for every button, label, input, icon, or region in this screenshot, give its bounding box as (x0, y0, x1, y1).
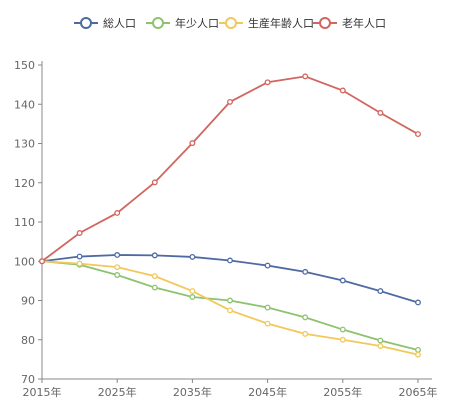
series-line (41, 260, 419, 351)
x-tick-label: 2015年 (23, 385, 62, 399)
legend-marker-icon (319, 17, 331, 29)
data-point[interactable] (264, 304, 271, 311)
y-tick-label: 80 (21, 334, 35, 347)
x-tick-label: 2055年 (323, 385, 362, 399)
data-point[interactable] (339, 336, 346, 343)
data-point[interactable] (415, 351, 421, 358)
legend-marker-icon (80, 17, 92, 29)
data-point[interactable] (415, 131, 421, 138)
data-point[interactable] (114, 252, 121, 258)
series-3 (39, 258, 421, 358)
legend-label: 総人口 (103, 16, 136, 30)
y-tick-label: 100 (14, 255, 35, 268)
data-point[interactable] (415, 299, 421, 306)
data-point[interactable] (339, 277, 346, 284)
y-tick-label: 110 (14, 216, 35, 229)
data-point[interactable] (151, 273, 158, 280)
data-point[interactable] (377, 109, 384, 116)
axes: 70 80 90 100 110 120 130 140 150 2015年 2025年 2035年 2… (14, 59, 438, 399)
series-1 (39, 252, 421, 306)
data-point[interactable] (76, 230, 83, 236)
data-point[interactable] (264, 79, 271, 86)
data-point[interactable] (114, 210, 121, 216)
data-point[interactable] (264, 320, 271, 327)
data-point[interactable] (377, 343, 384, 349)
data-point[interactable] (189, 253, 196, 260)
legend-item[interactable]: 生産年齢人口 (219, 16, 314, 30)
data-point[interactable] (302, 73, 309, 80)
legend-item[interactable]: 年少人口 (146, 16, 219, 30)
data-point[interactable] (227, 257, 233, 264)
data-point[interactable] (302, 314, 309, 321)
y-tick-label: 140 (14, 98, 35, 111)
data-point[interactable] (151, 284, 158, 291)
y-tick-label: 70 (21, 373, 35, 386)
x-tick-label: 2035年 (173, 385, 212, 399)
y-tick-label: 130 (14, 138, 35, 151)
data-point[interactable] (227, 98, 233, 105)
data-point[interactable] (264, 262, 271, 269)
x-tick-label: 2065年 (399, 385, 438, 399)
legend-marker-icon (152, 17, 164, 29)
data-point[interactable] (227, 307, 233, 314)
data-point[interactable] (189, 140, 196, 147)
data-point[interactable] (76, 260, 83, 267)
legend-item[interactable]: 総人口 (74, 16, 136, 30)
x-tick-label: 2025年 (98, 385, 137, 399)
data-point[interactable] (151, 252, 158, 259)
series-2 (39, 258, 421, 353)
data-point[interactable] (339, 326, 346, 333)
data-point[interactable] (76, 253, 83, 260)
legend-item[interactable]: 老年人口 (313, 16, 386, 30)
legend: 総人口 年少人口 生産年齢人口 老年人口 (74, 16, 386, 30)
y-tick-label: 90 (21, 295, 35, 308)
data-point[interactable] (377, 288, 384, 295)
data-point[interactable] (114, 264, 121, 271)
y-tick-label: 120 (14, 177, 35, 190)
data-point[interactable] (151, 179, 158, 186)
data-point[interactable] (415, 347, 421, 353)
legend-label: 年少人口 (175, 16, 219, 30)
data-point[interactable] (339, 87, 346, 94)
y-tick-label: 150 (14, 59, 35, 72)
legend-label: 老年人口 (342, 16, 386, 30)
data-point[interactable] (39, 258, 45, 265)
data-point[interactable] (377, 337, 384, 344)
legend-marker-icon (225, 17, 237, 29)
legend-label: 生産年齢人口 (248, 16, 314, 30)
series-group (39, 73, 421, 358)
data-point[interactable] (302, 330, 309, 337)
x-tick-label: 2045年 (248, 385, 287, 399)
data-point[interactable] (114, 272, 121, 278)
data-point[interactable] (227, 297, 233, 304)
series-4 (39, 73, 421, 265)
data-point[interactable] (302, 268, 309, 275)
data-point[interactable] (189, 288, 196, 295)
data-point[interactable] (189, 294, 196, 300)
